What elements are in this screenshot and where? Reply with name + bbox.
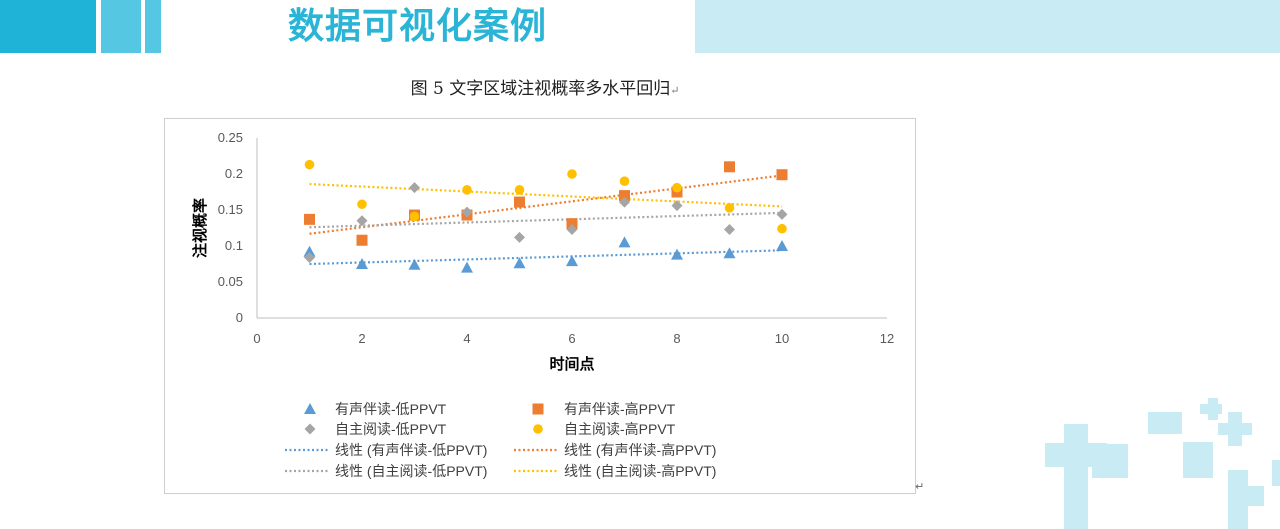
data-point [671, 200, 683, 212]
legend-label: 线性 (自主阅读-低PPVT) [335, 463, 487, 479]
data-point [409, 182, 420, 194]
y-tick-label: 0.2 [225, 166, 243, 181]
trendline [309, 211, 783, 229]
data-point [619, 176, 630, 186]
data-point [409, 211, 420, 222]
x-tick-label: 6 [568, 331, 575, 346]
data-point [462, 185, 472, 195]
y-axis-title: 注视概率 [191, 198, 209, 258]
legend-label: 自主阅读-低PPVT [335, 421, 447, 437]
caption-paragraph-mark: ↵ [670, 84, 680, 97]
data-point [776, 208, 788, 220]
data-point [514, 231, 525, 243]
legend-label: 有声伴读-低PPVT [335, 401, 447, 417]
data-point [514, 196, 525, 208]
trendline [309, 249, 783, 266]
x-tick-label: 12 [880, 331, 894, 346]
data-point [724, 203, 735, 213]
data-point [304, 213, 315, 225]
data-point [619, 196, 630, 208]
data-point [357, 199, 367, 210]
x-tick-label: 4 [463, 331, 470, 346]
x-tick-label: 0 [253, 331, 260, 346]
legend-label: 有声伴读-高PPVT [564, 401, 676, 417]
data-point [723, 247, 736, 259]
data-point [513, 257, 526, 269]
decor-tile [1092, 444, 1128, 478]
data-point [618, 236, 631, 248]
y-tick-label: 0.15 [218, 202, 243, 217]
legend-marker [533, 424, 543, 434]
data-point [304, 159, 315, 170]
legend-marker [304, 423, 316, 435]
data-point [461, 206, 473, 218]
data-point [724, 161, 735, 173]
legend-label: 线性 (自主阅读-高PPVT) [564, 463, 716, 479]
chart-paragraph-mark: ↵ [915, 480, 925, 493]
x-tick-label: 10 [775, 331, 789, 346]
legend-marker [304, 403, 316, 414]
data-point [724, 223, 735, 235]
data-point [566, 218, 578, 230]
scatter-chart: 0 0.05 0.1 0.15 0.2 0.25 0 2 4 6 8 10 12 时间点 注视概率有声伴读-… [191, 130, 894, 479]
y-tick-label: 0.1 [225, 238, 243, 253]
decor-tile [1228, 486, 1264, 506]
chart-area: 0 0.05 0.1 0.15 0.2 0.25 0 2 4 6 8 10 12 时间点 注视概率有声伴读-… [164, 118, 916, 494]
data-point [461, 261, 473, 273]
data-point [356, 258, 368, 269]
header-bar-light [695, 0, 1280, 53]
header-bar-dark [0, 0, 96, 53]
legend-marker [532, 403, 544, 415]
decor-tile [1148, 412, 1182, 434]
y-tick-label: 0 [236, 310, 243, 325]
legend-label: 线性 (有声伴读-高PPVT) [564, 442, 716, 458]
data-point [303, 245, 316, 257]
decor-tile [1183, 442, 1213, 478]
x-axis-title: 时间点 [549, 355, 594, 373]
x-tick-label: 2 [358, 331, 365, 346]
data-point [619, 190, 630, 202]
trendline [309, 182, 783, 208]
data-point [566, 255, 578, 267]
slide-title: 数据可视化案例 [288, 6, 548, 47]
data-point [777, 223, 787, 234]
data-point [776, 169, 788, 181]
data-point [356, 215, 368, 227]
data-point [514, 185, 525, 195]
decor-tile [1272, 460, 1280, 486]
header-bar-mid [101, 0, 141, 53]
x-tick-label: 8 [673, 331, 680, 346]
decor-tile [1064, 424, 1088, 529]
data-point [672, 182, 682, 193]
legend-label: 自主阅读-高PPVT [564, 421, 676, 437]
header-bar-thin [145, 0, 161, 53]
decor-tile [1218, 423, 1252, 435]
data-point [304, 252, 315, 264]
data-point [671, 248, 683, 260]
data-point [776, 240, 788, 251]
data-point [356, 234, 368, 246]
y-tick-label: 0.25 [218, 130, 243, 145]
data-point [567, 169, 577, 179]
decor-tile [1200, 404, 1222, 414]
y-tick-label: 0.05 [218, 274, 243, 289]
figure-caption: 图 5 文字区域注视概率多水平回归↵ [0, 74, 1090, 99]
trendline [309, 174, 783, 235]
legend-label: 线性 (有声伴读-低PPVT) [335, 442, 487, 458]
data-point [566, 223, 578, 235]
data-point [408, 258, 421, 270]
figure-caption-text: 图 5 文字区域注视概率多水平回归 [410, 79, 671, 99]
